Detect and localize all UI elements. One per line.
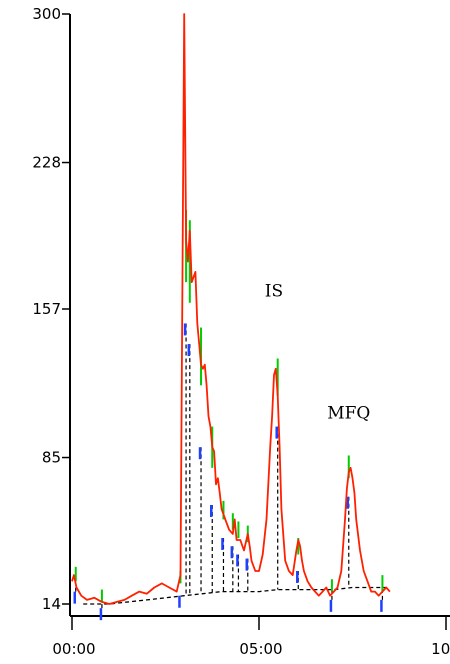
y-tick-label: 85	[42, 449, 61, 467]
x-axis: 00:00 05:00 10:0	[52, 615, 450, 658]
x-tick-label: 10:0	[431, 640, 450, 658]
x-tick-label: 05:00	[239, 640, 282, 658]
baseline-line	[83, 586, 387, 605]
peak-annotation: MFQ	[327, 403, 370, 423]
y-tick-label: 157	[32, 300, 61, 318]
y-tick-label: 228	[32, 154, 61, 172]
y-tick-label: 300	[32, 5, 61, 23]
baseline-series	[75, 323, 387, 609]
x-tick-label: 00:00	[52, 640, 95, 658]
trace-line	[71, 13, 391, 605]
y-axis: 14 85 157 228 300	[32, 5, 71, 616]
trace-series	[71, 13, 391, 605]
peak-annotation: IS	[265, 282, 283, 302]
y-tick-label: 14	[42, 595, 61, 613]
annotations: IS MFQ	[265, 282, 371, 424]
